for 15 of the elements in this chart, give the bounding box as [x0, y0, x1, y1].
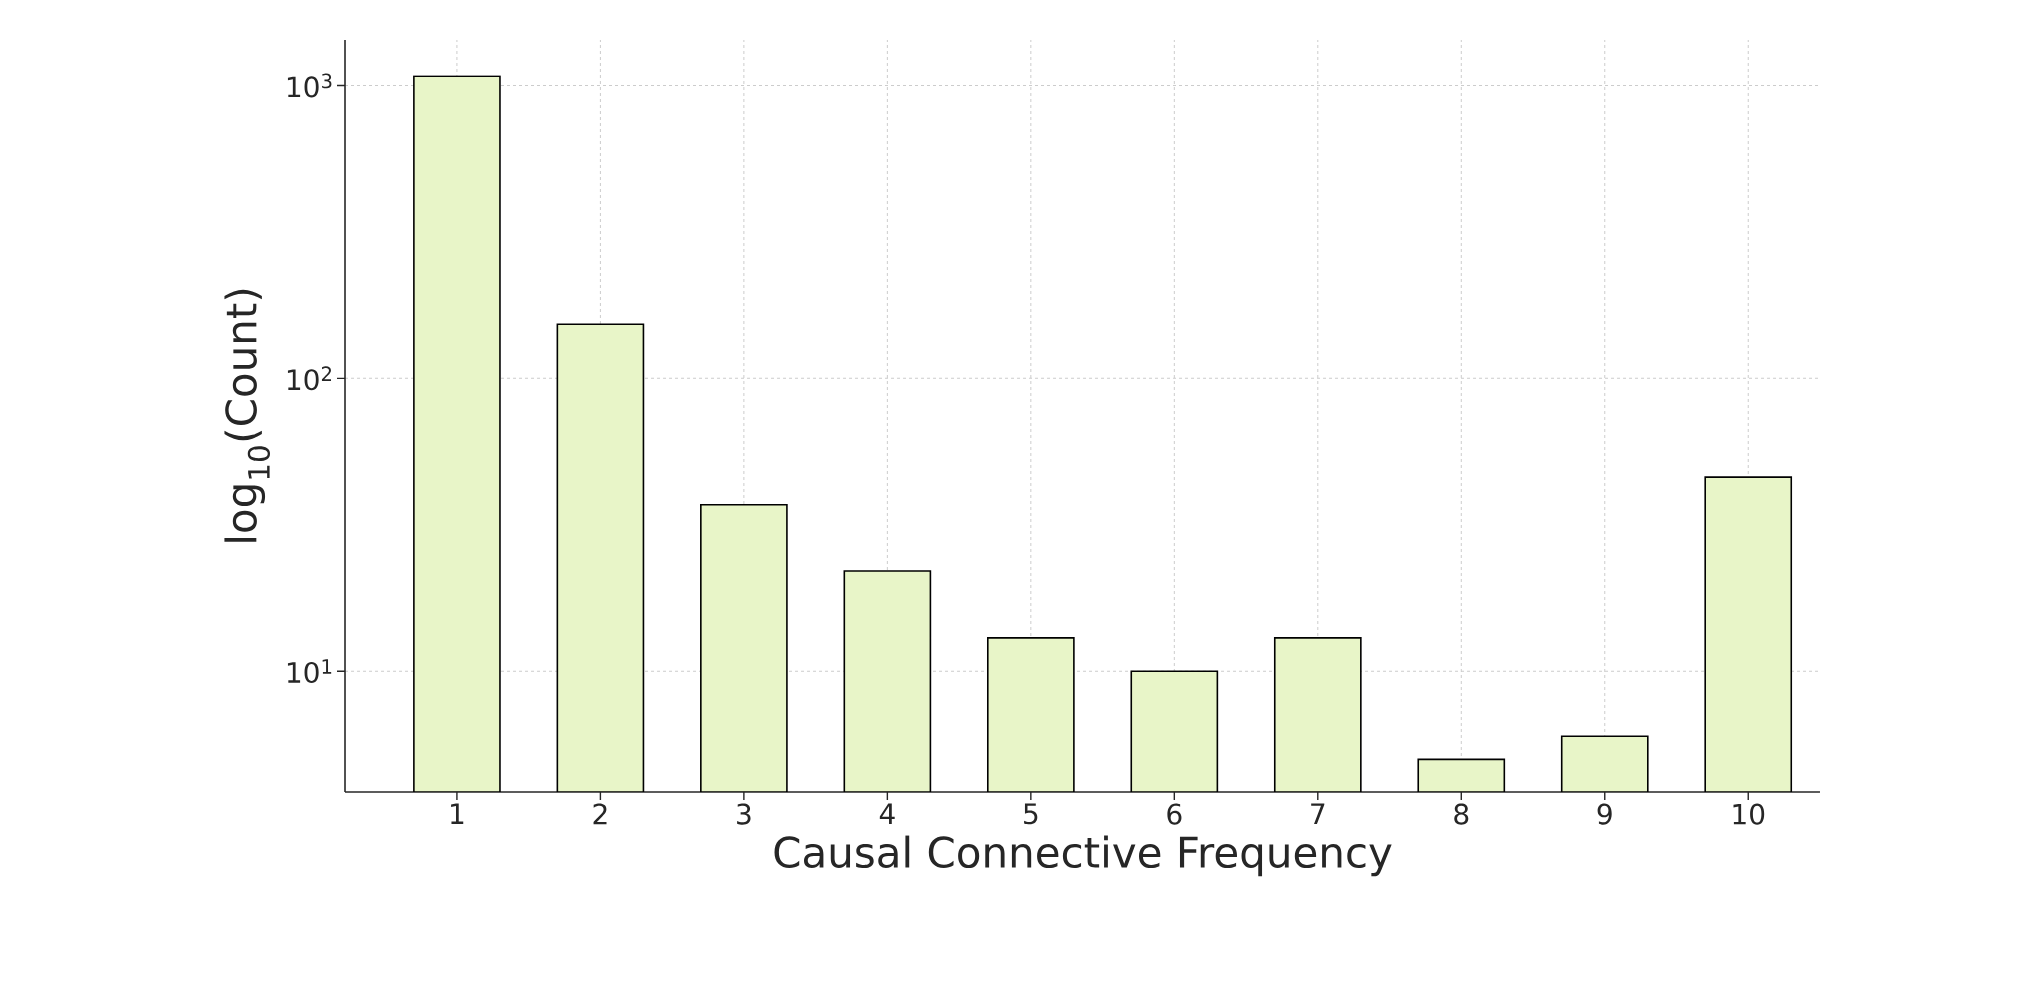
y-tick-label: 10$^{1}$ [287, 659, 332, 684]
x-tick-label: 1 [451, 803, 464, 824]
x-tick-label: 8 [1454, 803, 1469, 825]
x-tick-label: 5 [1024, 803, 1038, 825]
x-axis-title: Causal Connective Frequency [774, 835, 1392, 877]
x-tick-label: 3 [737, 803, 751, 825]
y-axis-title: log$_{10}$(Count) [224, 289, 271, 542]
y-tick-label: 10$^{3}$ [287, 73, 332, 98]
x-tick-label: 6 [1167, 803, 1182, 825]
x-tick-label: 7 [1311, 803, 1325, 824]
x-tick-label: 9 [1597, 803, 1612, 825]
x-tick-label: 10 [1733, 803, 1765, 825]
y-tick-label: 10$^{2}$ [287, 366, 332, 391]
x-tick-label: 2 [593, 803, 607, 825]
x-tick-label: 4 [879, 803, 895, 824]
